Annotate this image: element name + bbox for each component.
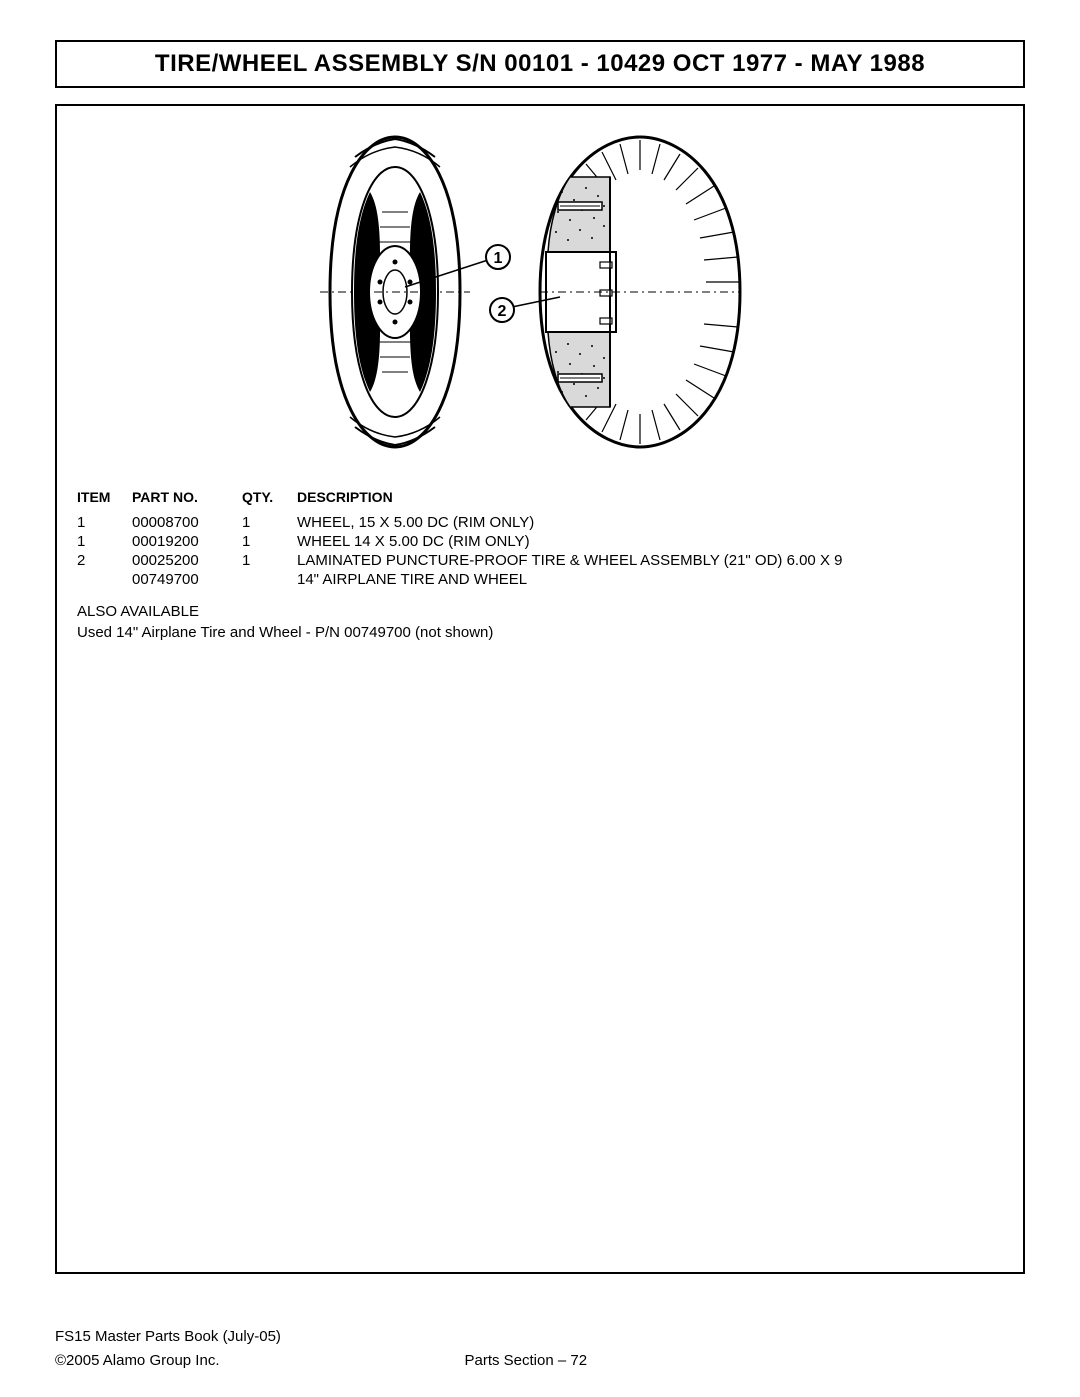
cell-qty: 1: [242, 532, 297, 551]
notes-block: ALSO AVAILABLE Used 14" Airplane Tire an…: [77, 603, 1003, 641]
cell-part: 00019200: [132, 532, 242, 551]
cell-desc: 14" AIRPLANE TIRE AND WHEEL: [297, 570, 1003, 589]
footer-section: Parts Section – 72: [464, 1352, 587, 1369]
footer-copyright: ©2005 Alamo Group Inc.: [55, 1352, 219, 1369]
cell-part: 00749700: [132, 570, 242, 589]
table-row: 2 00025200 1 LAMINATED PUNCTURE-PROOF TI…: [77, 551, 1003, 570]
cell-part: 00008700: [132, 513, 242, 532]
footer-bottom: ©2005 Alamo Group Inc. Parts Section – 7…: [55, 1352, 1025, 1369]
notes-heading: ALSO AVAILABLE: [77, 603, 1003, 620]
callout-2-label: 2: [498, 303, 507, 320]
table-row: 1 00019200 1 WHEEL 14 X 5.00 DC (RIM ONL…: [77, 532, 1003, 551]
table-row: 1 00008700 1 WHEEL, 15 X 5.00 DC (RIM ON…: [77, 513, 1003, 532]
col-header-qty: QTY.: [242, 485, 297, 513]
tire-wheel-diagram: 1 2: [310, 122, 770, 462]
footer-book-line: FS15 Master Parts Book (July-05): [55, 1328, 1025, 1345]
parts-table: ITEM PART NO. QTY. DESCRIPTION 1 0000870…: [77, 485, 1003, 589]
title-box: TIRE/WHEEL ASSEMBLY S/N 00101 - 10429 OC…: [55, 40, 1025, 88]
cell-item: 1: [77, 532, 132, 551]
cell-qty: [242, 570, 297, 589]
cell-desc: WHEEL, 15 X 5.00 DC (RIM ONLY): [297, 513, 1003, 532]
cell-part: 00025200: [132, 551, 242, 570]
callout-1-label: 1: [494, 250, 503, 267]
table-row: 00749700 14" AIRPLANE TIRE AND WHEEL: [77, 570, 1003, 589]
cell-desc: LAMINATED PUNCTURE-PROOF TIRE & WHEEL AS…: [297, 551, 1003, 570]
col-header-part: PART NO.: [132, 485, 242, 513]
cell-item: [77, 570, 132, 589]
content-box: 1 2 ITEM PART NO. QTY. DESCRIPTION: [55, 104, 1025, 1274]
page: TIRE/WHEEL ASSEMBLY S/N 00101 - 10429 OC…: [0, 0, 1080, 1397]
notes-detail: Used 14" Airplane Tire and Wheel - P/N 0…: [77, 624, 1003, 641]
page-title: TIRE/WHEEL ASSEMBLY S/N 00101 - 10429 OC…: [67, 50, 1013, 78]
diagram-container: 1 2: [77, 116, 1003, 485]
cell-desc: WHEEL 14 X 5.00 DC (RIM ONLY): [297, 532, 1003, 551]
cell-qty: 1: [242, 513, 297, 532]
col-header-desc: DESCRIPTION: [297, 485, 1003, 513]
cell-item: 1: [77, 513, 132, 532]
cell-item: 2: [77, 551, 132, 570]
cell-qty: 1: [242, 551, 297, 570]
table-header-row: ITEM PART NO. QTY. DESCRIPTION: [77, 485, 1003, 513]
col-header-item: ITEM: [77, 485, 132, 513]
